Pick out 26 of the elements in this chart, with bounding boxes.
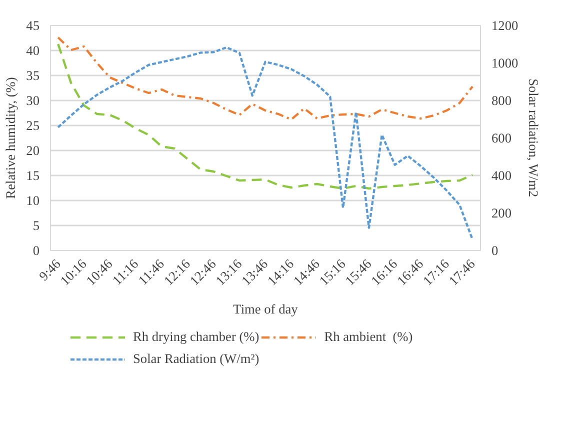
y-tick-label: 15	[26, 168, 40, 183]
y-tick-label: 0	[32, 243, 40, 258]
y-tick-label: 25	[26, 118, 40, 133]
y2-tick-label: 0	[492, 243, 498, 258]
y2-tick-label: 1200	[492, 18, 518, 33]
y-axis-title: Relative humidity, (%)	[3, 77, 18, 199]
y-tick-label: 35	[26, 68, 40, 83]
y-tick-label: 5	[32, 218, 40, 233]
x-axis-title: Time of day	[233, 302, 298, 317]
y2-tick-label: 1000	[492, 56, 518, 70]
legend-label: Rh ambient (%)	[324, 329, 413, 345]
y2-tick-label: 400	[492, 168, 512, 183]
y-tick-label: 10	[26, 193, 40, 208]
y-tick-label: 40	[26, 43, 40, 58]
line-series	[57, 46, 474, 241]
line-series	[57, 36, 474, 121]
y-tick-label: 45	[26, 18, 40, 33]
y2-tick-label: 600	[492, 130, 512, 146]
y2-tick-label: 200	[492, 206, 512, 220]
legend-label: Rh drying chamber (%)	[133, 329, 260, 345]
y2-axis-title: Solar radiation, W/m2	[526, 78, 542, 198]
legend-label: Solar Radiation (W/m²)	[133, 351, 260, 367]
y-tick-label: 20	[26, 143, 40, 158]
y2-tick-label: 800	[492, 93, 512, 108]
line-series	[57, 42, 474, 190]
y-tick-label: 30	[26, 93, 40, 108]
